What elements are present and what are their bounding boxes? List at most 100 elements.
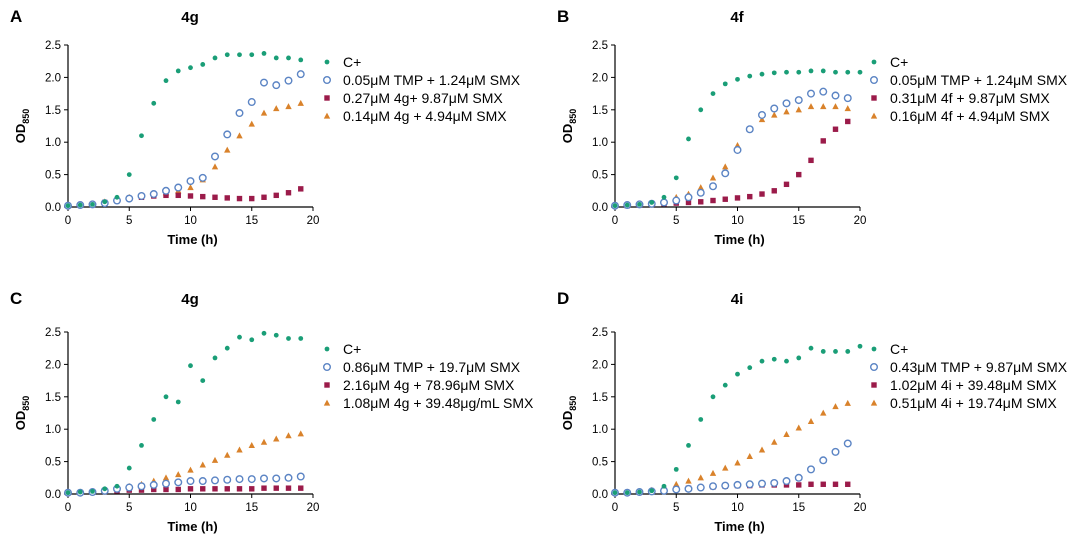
legend-marker xyxy=(324,95,330,101)
data-point xyxy=(137,191,146,200)
data-point xyxy=(137,482,146,491)
legend-label: 0.51μM 4i + 19.74μM SMX xyxy=(890,395,1057,411)
data-point xyxy=(649,488,655,494)
data-point xyxy=(759,358,765,364)
data-point xyxy=(722,464,729,471)
data-point xyxy=(807,418,815,425)
data-point xyxy=(807,89,816,98)
data-point xyxy=(845,118,851,125)
series-2 xyxy=(612,118,851,209)
x-tick-label: 10 xyxy=(184,502,197,514)
data-point xyxy=(696,483,705,492)
data-point xyxy=(174,183,183,192)
x-axis-label: Time (h) xyxy=(714,232,764,247)
data-point xyxy=(746,453,753,460)
data-point xyxy=(175,68,181,74)
data-point xyxy=(771,438,778,445)
data-point xyxy=(237,52,242,58)
data-point xyxy=(237,334,242,340)
x-tick-label: 20 xyxy=(307,215,320,227)
y-tick-label: 1.5 xyxy=(45,105,61,117)
data-point xyxy=(784,69,789,75)
data-point xyxy=(796,171,802,178)
data-point xyxy=(745,125,754,134)
series-1 xyxy=(611,439,852,497)
legend-marker xyxy=(324,59,330,65)
data-point xyxy=(298,186,304,192)
data-point xyxy=(261,330,267,336)
data-point xyxy=(273,55,279,61)
data-point xyxy=(139,443,144,448)
data-point xyxy=(298,57,304,63)
data-point xyxy=(807,103,815,110)
data-point xyxy=(672,485,681,494)
data-point xyxy=(212,194,218,200)
data-point xyxy=(697,184,704,191)
data-point xyxy=(857,343,863,349)
data-point xyxy=(272,81,281,90)
series-1 xyxy=(611,87,852,210)
x-tick-label: 20 xyxy=(854,215,867,227)
data-point xyxy=(210,152,219,161)
data-point xyxy=(796,69,802,75)
chart-panel-a: A 4g 0.0 0.5 1.0 1.5 2.0 2.5 0 5 10 15 20 Time (h) OD8… xyxy=(10,7,521,247)
data-point xyxy=(212,486,218,492)
data-point xyxy=(188,65,193,71)
legend-marker xyxy=(870,75,879,84)
data-point xyxy=(224,345,230,351)
data-point xyxy=(745,480,754,489)
data-point xyxy=(710,394,716,400)
y-axis-label-subscript: 850 xyxy=(568,109,578,124)
data-point xyxy=(260,109,268,116)
legend-marker xyxy=(871,382,877,388)
y-tick-label: 0.5 xyxy=(592,457,608,469)
legend-marker xyxy=(871,346,877,352)
data-point xyxy=(684,484,693,493)
data-point xyxy=(722,81,728,87)
y-axis-label: OD850 xyxy=(13,109,31,144)
data-point xyxy=(722,382,728,388)
data-point xyxy=(210,476,219,485)
data-point xyxy=(612,203,618,209)
data-point xyxy=(261,485,267,491)
data-point xyxy=(273,192,279,199)
data-point xyxy=(223,475,232,484)
data-point xyxy=(721,481,730,490)
data-point xyxy=(163,192,169,199)
data-point xyxy=(161,186,170,195)
data-point xyxy=(151,417,157,422)
legend-label: 0.31μM 4f + 9.87μM SMX xyxy=(890,90,1050,106)
data-point xyxy=(672,196,681,205)
data-point xyxy=(260,438,268,445)
data-point xyxy=(819,456,828,465)
y-tick-label: 0.5 xyxy=(592,170,608,182)
y-axis-label-main: OD xyxy=(560,124,575,144)
data-point xyxy=(235,109,244,118)
data-point xyxy=(820,138,826,144)
x-tick-label: 15 xyxy=(245,502,258,514)
panel-letter: A xyxy=(10,7,22,26)
data-point xyxy=(77,489,83,495)
data-point xyxy=(686,136,691,142)
legend-marker xyxy=(323,75,332,84)
legend-label: 0.86μM TMP + 19.7μM SMX xyxy=(343,359,521,375)
series-3 xyxy=(611,103,851,209)
data-point xyxy=(661,194,667,200)
data-point xyxy=(77,202,83,208)
data-point xyxy=(236,195,243,202)
y-tick-label: 0.5 xyxy=(45,457,61,469)
data-point xyxy=(686,443,691,448)
data-point xyxy=(808,157,814,164)
data-point xyxy=(249,337,255,343)
legend-marker xyxy=(323,112,331,119)
y-tick-label: 1.5 xyxy=(592,392,608,404)
x-tick-label: 10 xyxy=(184,215,197,227)
data-point xyxy=(175,399,181,405)
data-point xyxy=(808,481,814,487)
data-point xyxy=(286,55,291,61)
y-tick-label: 2.5 xyxy=(45,327,61,339)
data-point xyxy=(758,479,767,488)
data-point xyxy=(298,485,304,491)
x-tick-label: 0 xyxy=(612,215,618,227)
